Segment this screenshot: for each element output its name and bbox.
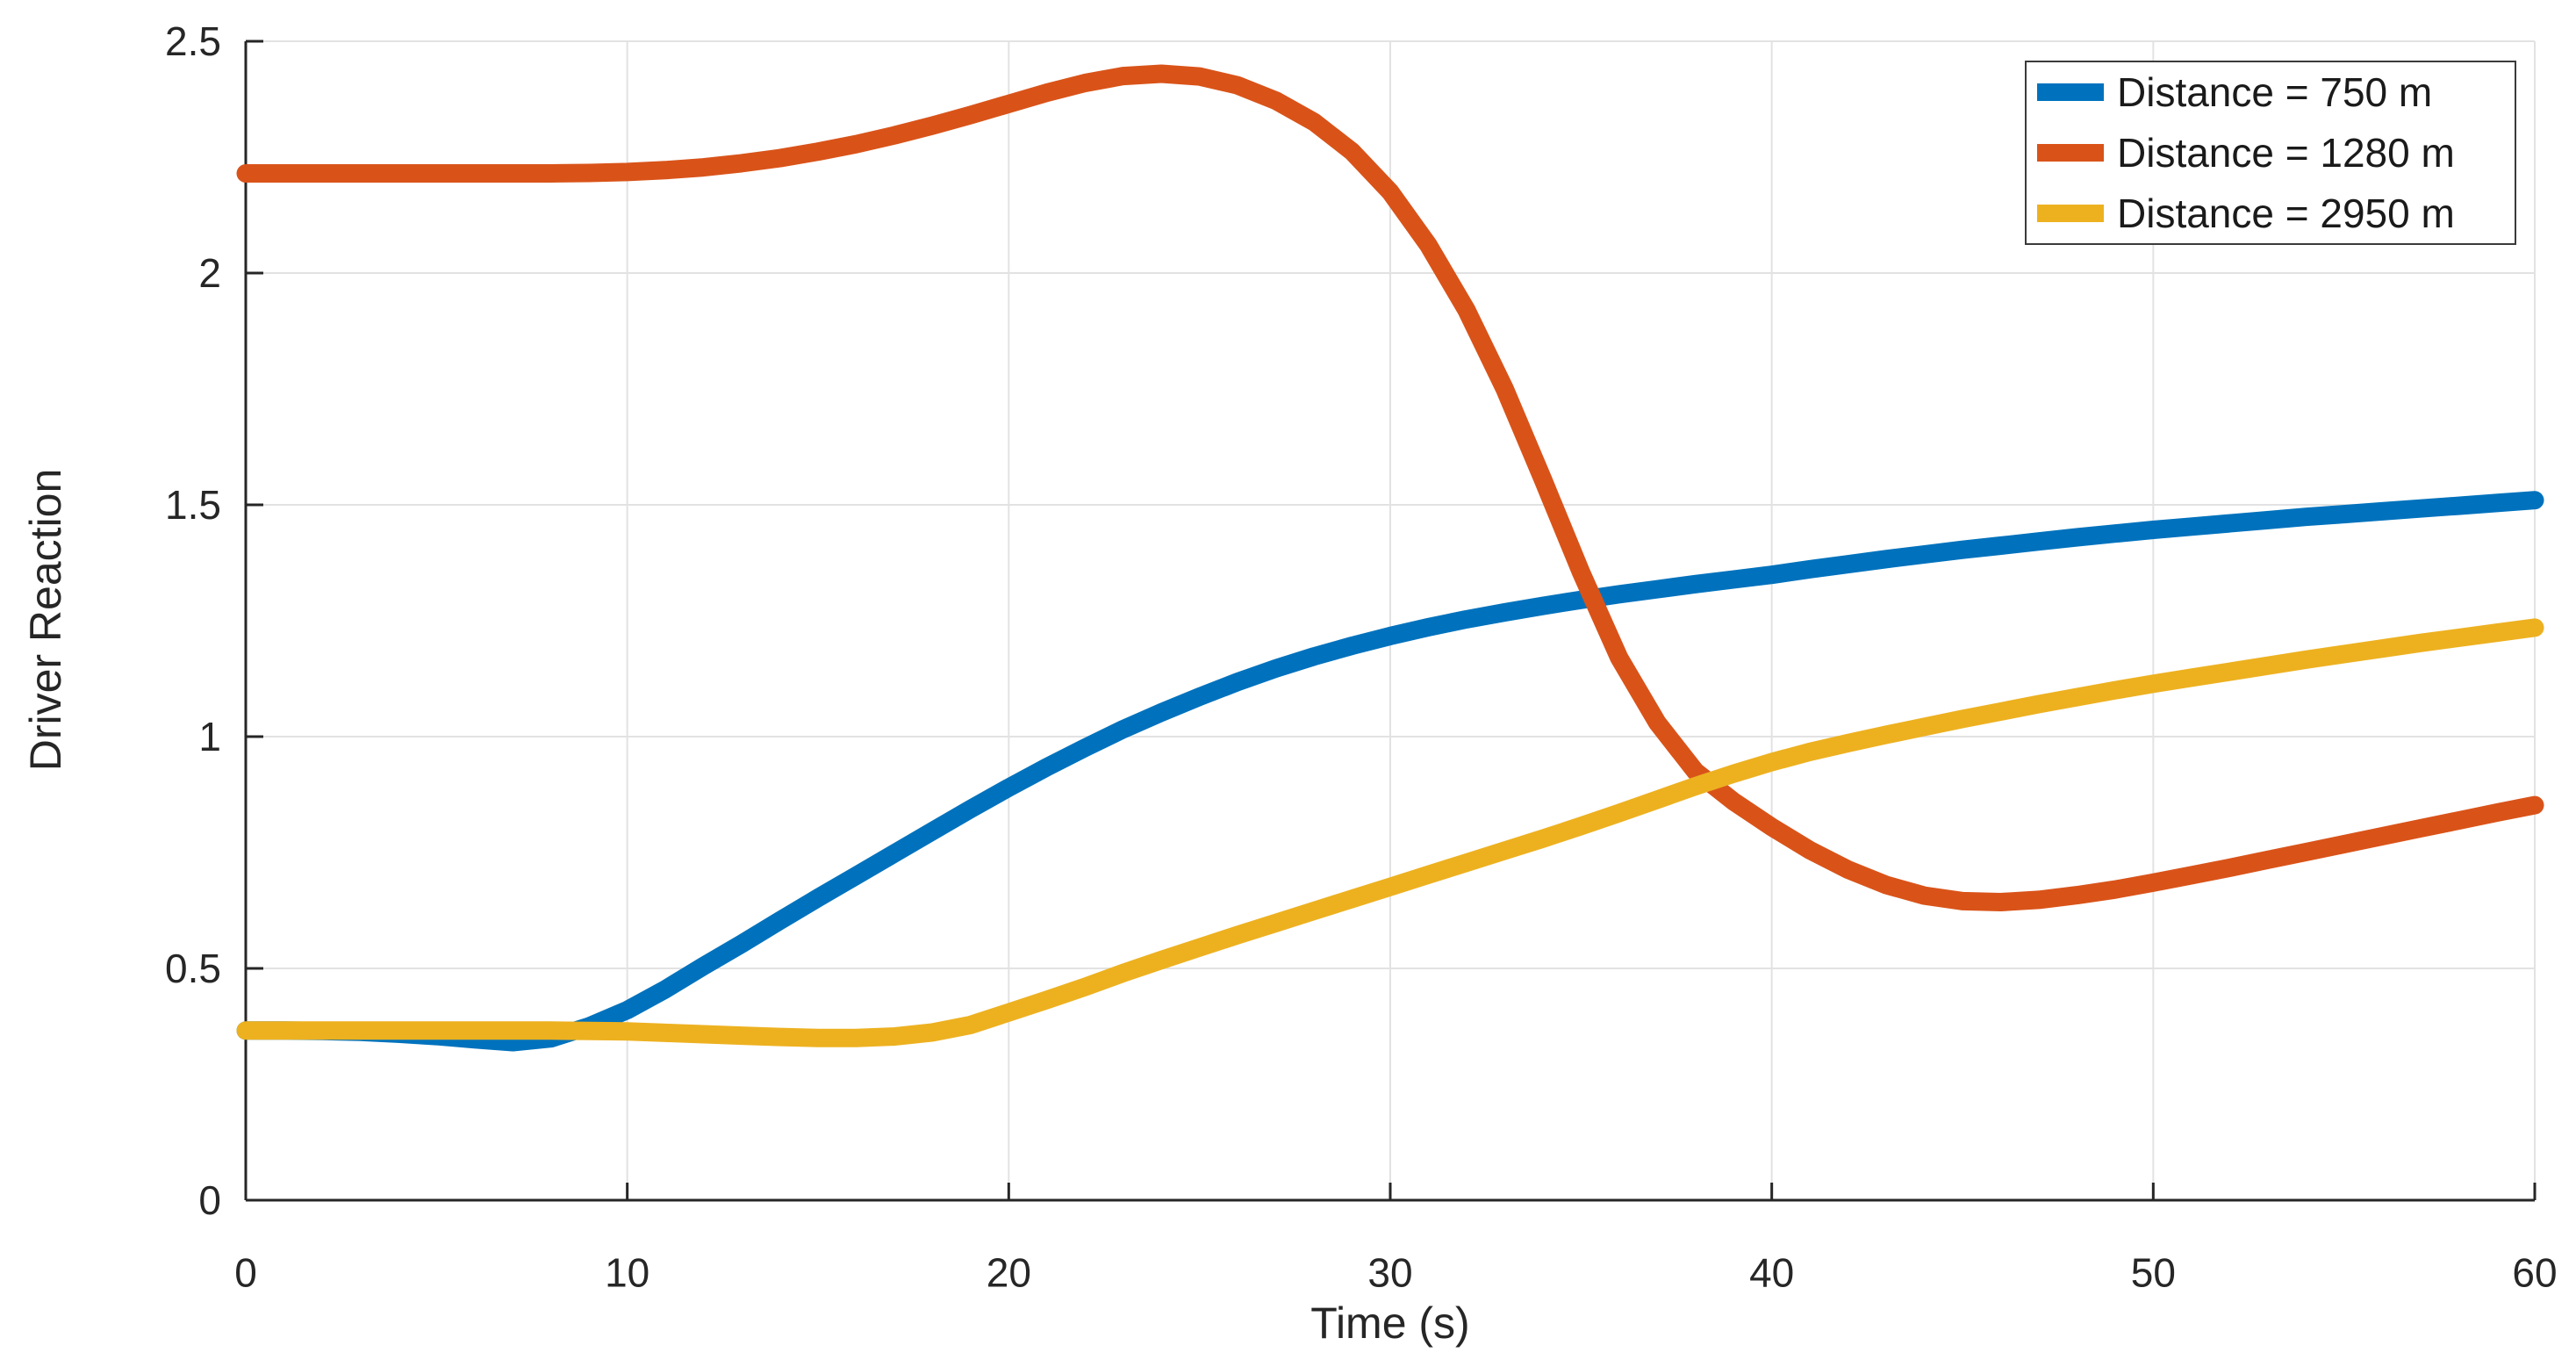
x-tick-label: 50 bbox=[2131, 1250, 2176, 1296]
y-tick-label: 2 bbox=[198, 250, 221, 296]
x-tick-label: 10 bbox=[605, 1250, 649, 1296]
legend-line-swatch bbox=[2037, 83, 2104, 102]
legend: Distance = 750 m Distance = 1280 m Dista… bbox=[2025, 61, 2516, 245]
y-axis-title: Driver Reaction bbox=[21, 468, 70, 772]
x-tick-label: 20 bbox=[987, 1250, 1031, 1296]
legend-item: Distance = 750 m bbox=[2027, 62, 2515, 123]
y-tick-label: 0 bbox=[198, 1177, 221, 1223]
legend-label: Distance = 1280 m bbox=[2117, 130, 2455, 176]
y-tick-label: 2.5 bbox=[165, 18, 221, 64]
legend-label: Distance = 2950 m bbox=[2117, 190, 2455, 236]
series-line bbox=[236, 491, 2544, 1052]
legend-item: Distance = 1280 m bbox=[2027, 123, 2515, 183]
legend-item: Distance = 2950 m bbox=[2027, 183, 2515, 243]
x-tick-label: 0 bbox=[234, 1250, 257, 1296]
y-tick-label: 1.5 bbox=[165, 482, 221, 528]
series-line bbox=[236, 618, 2544, 1047]
x-axis-title: Time (s) bbox=[1310, 1299, 1470, 1348]
x-tick-label: 60 bbox=[2512, 1250, 2557, 1296]
y-tick-label: 0.5 bbox=[165, 946, 221, 991]
y-tick-label: 1 bbox=[198, 714, 221, 759]
legend-line-swatch bbox=[2037, 144, 2104, 162]
legend-line-swatch bbox=[2037, 204, 2104, 222]
x-tick-label: 30 bbox=[1367, 1250, 1412, 1296]
series-line bbox=[236, 64, 2544, 911]
legend-label: Distance = 750 m bbox=[2117, 69, 2433, 116]
x-tick-label: 40 bbox=[1749, 1250, 1794, 1296]
